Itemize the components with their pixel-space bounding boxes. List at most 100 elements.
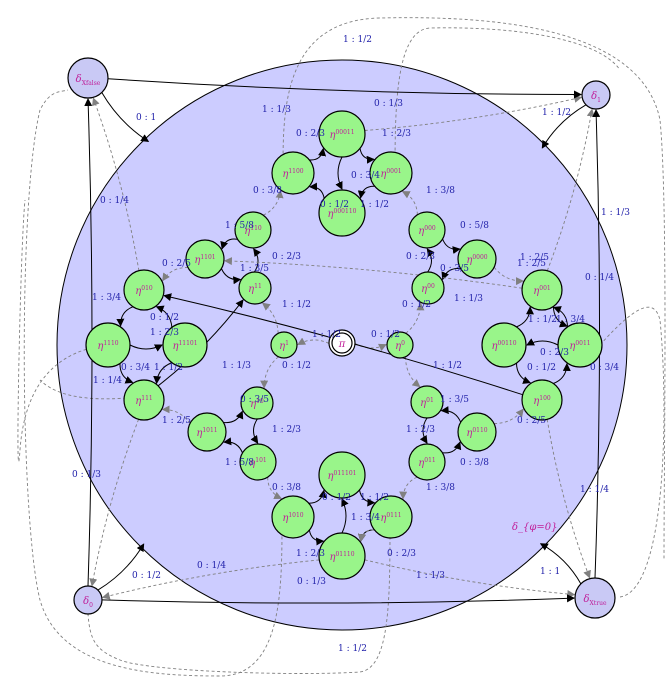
node-label: η00110 xyxy=(491,340,516,352)
node-label: η100 xyxy=(533,395,551,407)
node-e110[interactable]: η110 xyxy=(234,211,272,249)
edge-e000-e0001 xyxy=(401,191,418,215)
node-label: η101 xyxy=(249,457,266,469)
node-e000110[interactable]: η000110 xyxy=(318,189,366,237)
node-dXtrue[interactable]: δXtrue xyxy=(574,577,616,619)
node-circle xyxy=(123,269,165,311)
node-label: η0001 xyxy=(380,168,401,180)
node-e0011[interactable]: η0011 xyxy=(557,322,603,368)
background-curve-2 xyxy=(23,89,283,677)
node-e0[interactable]: η0 xyxy=(386,331,414,359)
edge-e11101-e010 xyxy=(155,305,173,328)
node-label: η01110 xyxy=(329,551,354,563)
node-d1[interactable]: δ1 xyxy=(581,80,611,110)
edge-label: 1 : 1/3 xyxy=(601,208,630,218)
node-e111[interactable]: η111 xyxy=(123,379,165,421)
background-curve-4 xyxy=(17,199,109,462)
node-e011[interactable]: η011 xyxy=(408,443,446,481)
edge-label: 1 : 3/8 xyxy=(426,186,455,196)
node-e00011[interactable]: η00011 xyxy=(318,110,366,158)
edge-e1011-e10 xyxy=(223,410,244,424)
node-circle xyxy=(408,443,446,481)
node-e010[interactable]: η010 xyxy=(123,269,165,311)
region-label: δ_{φ=0} xyxy=(512,522,558,533)
node-e10[interactable]: η10 xyxy=(240,386,274,420)
node-e00110[interactable]: η00110 xyxy=(481,322,527,368)
edge-e110-e1101 xyxy=(220,238,238,250)
edge-e1100-e00011 xyxy=(309,147,327,161)
edge-e0000-e001 xyxy=(493,266,524,286)
edge-label: 0 : 1/4 xyxy=(100,196,129,206)
edge-e011101-e0111 xyxy=(359,489,376,507)
node-circle xyxy=(457,412,497,452)
edge-label: 0 : 3/8 xyxy=(272,483,301,493)
edge-label: 0 : 3/8 xyxy=(253,186,282,196)
node-circle xyxy=(369,495,413,539)
edge-e01110-d0 xyxy=(101,559,320,600)
node-e000[interactable]: η000 xyxy=(408,211,446,249)
node-e1010[interactable]: η1010 xyxy=(271,495,315,539)
edge-label: 1 : 1/4 xyxy=(580,485,609,495)
node-dXfalse[interactable]: δXfalse xyxy=(67,57,109,99)
node-inner-ring xyxy=(331,332,353,354)
edges-layer xyxy=(84,78,601,604)
node-label: η1011 xyxy=(196,427,217,439)
edge-label: 1 : 3/5 xyxy=(240,264,269,274)
edge-label: 1 : 3/4 xyxy=(351,513,380,523)
node-e1[interactable]: η1 xyxy=(270,331,298,359)
edge-label: 0 : 1/2 xyxy=(402,300,431,310)
node-e11101[interactable]: η11101 xyxy=(162,322,208,368)
node-circle xyxy=(162,322,208,368)
edge-e1110-e111 xyxy=(119,363,134,384)
background-curve-1 xyxy=(394,27,621,179)
edge-label: 1 : 2/5 xyxy=(162,416,191,426)
node-circle xyxy=(185,239,225,279)
node-e1110[interactable]: η1110 xyxy=(85,322,131,368)
node-e011101[interactable]: η011101 xyxy=(318,451,366,499)
node-label: η1010 xyxy=(282,512,303,524)
node-d0[interactable]: δ0 xyxy=(73,585,103,615)
node-e0000[interactable]: η0000 xyxy=(457,239,497,279)
node-label: η0111 xyxy=(380,512,401,524)
background-curve-5 xyxy=(599,306,665,598)
edge-label: 1 : 1/2 xyxy=(343,35,372,45)
edge-label: 1 : 2/3 xyxy=(382,129,411,139)
edge-e1101-e11 xyxy=(220,268,242,285)
edge-e1010-e01110 xyxy=(308,530,325,546)
node-e101[interactable]: η101 xyxy=(239,443,277,481)
edge-label: 1 : 1/4 xyxy=(93,376,122,386)
edge-label: 1 : 2/5 xyxy=(517,259,546,269)
edge-e01110-e011101 xyxy=(341,498,349,534)
node-circle xyxy=(238,271,272,305)
node-e100[interactable]: η100 xyxy=(521,379,563,421)
edge-e1-e10 xyxy=(260,356,279,389)
node-e1100[interactable]: η1100 xyxy=(271,151,315,195)
edge-e1011-e111 xyxy=(161,405,191,424)
edge-label: 1 : 1/2 xyxy=(528,315,557,325)
node-e1101[interactable]: η1101 xyxy=(185,239,225,279)
edge-label: 0 : 2/5 xyxy=(162,259,191,269)
edge-e101-e1010 xyxy=(267,477,283,500)
edge-label: 0 : 3/5 xyxy=(240,395,269,405)
node-e0111[interactable]: η0111 xyxy=(369,495,413,539)
node-e00[interactable]: η00 xyxy=(411,271,445,305)
node-e01[interactable]: η01 xyxy=(410,385,444,419)
edge-label: 0 : 2/3 xyxy=(296,129,325,139)
edge-label: 1 : 5/8 xyxy=(225,458,254,468)
node-e001[interactable]: η001 xyxy=(521,269,563,311)
node-label: δ1 xyxy=(591,91,601,104)
node-e0110[interactable]: η0110 xyxy=(457,412,497,452)
edge-label: 1 : 1/3 xyxy=(416,571,445,581)
node-e01110[interactable]: η01110 xyxy=(318,532,366,580)
node-label: η000110 xyxy=(328,208,357,220)
node-e11[interactable]: η11 xyxy=(238,271,272,305)
edge-e001-e1101 xyxy=(223,257,523,289)
edge-e0011-e001 xyxy=(552,306,568,327)
edge-e00011-e0001 xyxy=(359,148,375,164)
node-pi[interactable]: π xyxy=(328,329,356,357)
edge-e011-e0111 xyxy=(399,476,418,500)
node-e0001[interactable]: η0001 xyxy=(369,151,413,195)
node-e1011[interactable]: η1011 xyxy=(187,412,227,452)
edge-label: 0 : 1/2 xyxy=(527,363,556,373)
